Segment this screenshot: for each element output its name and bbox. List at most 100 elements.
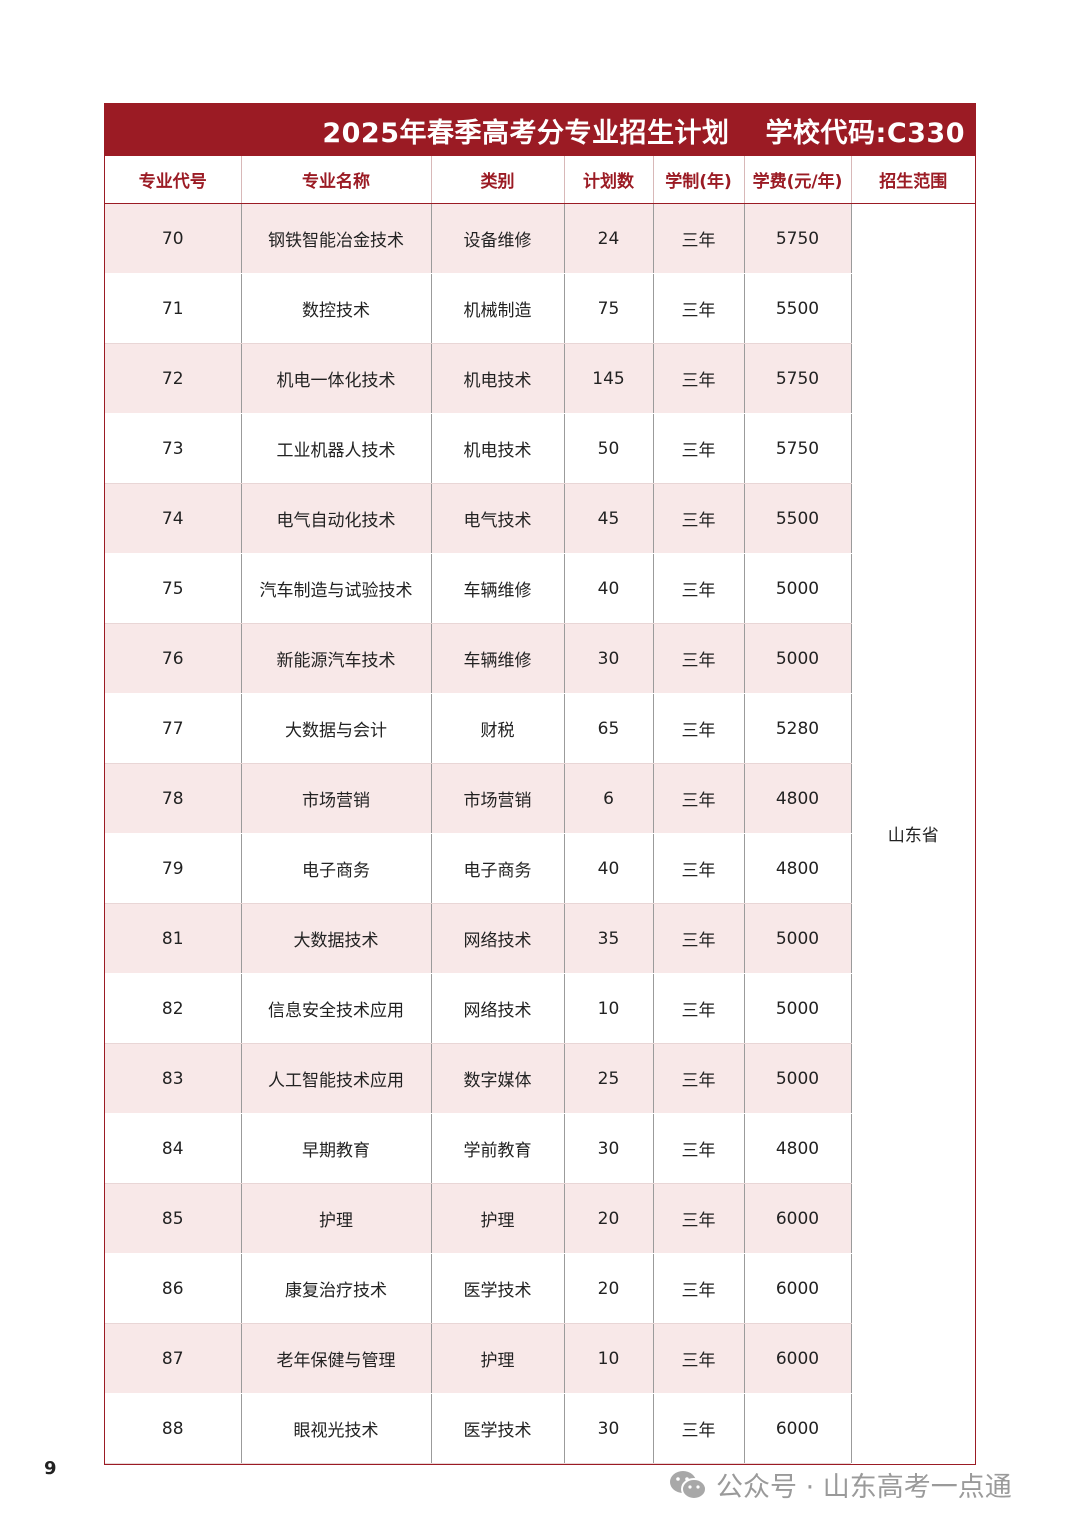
cell-category: 电气技术	[431, 483, 565, 554]
cell-category: 学前教育	[431, 1113, 565, 1184]
cell-code: 70	[105, 203, 242, 274]
cell-code: 77	[105, 693, 242, 764]
cell-name: 大数据技术	[241, 903, 432, 974]
cell-name: 护理	[241, 1183, 432, 1254]
header-row: 专业代号 专业名称 类别 计划数 学制(年) 学费(元/年) 招生范围	[105, 156, 975, 204]
cell-plan: 30	[564, 1113, 654, 1184]
cell-scope: 山东省	[851, 203, 975, 1464]
cell-duration: 三年	[653, 483, 745, 554]
cell-plan: 6	[564, 763, 654, 834]
cell-name: 机电一体化技术	[241, 343, 432, 414]
cell-code: 86	[105, 1253, 242, 1324]
cell-plan: 65	[564, 693, 654, 764]
cell-tuition: 5750	[744, 343, 852, 414]
cell-name: 眼视光技术	[241, 1393, 432, 1464]
table-row: 86 康复治疗技术 医学技术 20 三年 6000	[105, 1253, 975, 1324]
cell-plan: 30	[564, 1393, 654, 1464]
cell-tuition: 5500	[744, 483, 852, 554]
cell-plan: 30	[564, 623, 654, 694]
col-header-scope: 招生范围	[851, 156, 975, 204]
cell-name: 老年保健与管理	[241, 1323, 432, 1394]
table-row: 87 老年保健与管理 护理 10 三年 6000	[105, 1323, 975, 1394]
table-row: 72 机电一体化技术 机电技术 145 三年 5750	[105, 343, 975, 414]
cell-category: 电子商务	[431, 833, 565, 904]
cell-tuition: 5000	[744, 973, 852, 1044]
cell-duration: 三年	[653, 343, 745, 414]
cell-tuition: 5750	[744, 203, 852, 274]
cell-name: 康复治疗技术	[241, 1253, 432, 1324]
cell-tuition: 6000	[744, 1323, 852, 1394]
table-row: 73 工业机器人技术 机电技术 50 三年 5750	[105, 413, 975, 484]
cell-tuition: 6000	[744, 1183, 852, 1254]
cell-category: 机电技术	[431, 413, 565, 484]
table-row: 71 数控技术 机械制造 75 三年 5500	[105, 273, 975, 344]
cell-duration: 三年	[653, 693, 745, 764]
cell-tuition: 5280	[744, 693, 852, 764]
wechat-icon	[670, 1470, 707, 1500]
cell-plan: 75	[564, 273, 654, 344]
col-header-category: 类别	[431, 156, 565, 204]
cell-category: 车辆维修	[431, 623, 565, 694]
table-row: 79 电子商务 电子商务 40 三年 4800	[105, 833, 975, 904]
cell-duration: 三年	[653, 553, 745, 624]
cell-duration: 三年	[653, 1393, 745, 1464]
cell-code: 72	[105, 343, 242, 414]
cell-code: 82	[105, 973, 242, 1044]
cell-name: 大数据与会计	[241, 693, 432, 764]
cell-category: 机械制造	[431, 273, 565, 344]
cell-name: 电气自动化技术	[241, 483, 432, 554]
enrollment-plan-table: 2025年春季高考分专业招生计划 学校代码:C330 专业代号 专业名称 类别 …	[104, 103, 976, 1465]
table-row: 84 早期教育 学前教育 30 三年 4800	[105, 1113, 975, 1184]
cell-plan: 20	[564, 1253, 654, 1324]
table-row: 82 信息安全技术应用 网络技术 10 三年 5000	[105, 973, 975, 1044]
page-number: 9	[44, 1458, 57, 1479]
col-header-tuition: 学费(元/年)	[744, 156, 852, 204]
cell-code: 85	[105, 1183, 242, 1254]
cell-plan: 25	[564, 1043, 654, 1114]
cell-plan: 45	[564, 483, 654, 554]
cell-duration: 三年	[653, 1323, 745, 1394]
col-header-plan: 计划数	[564, 156, 654, 204]
cell-plan: 40	[564, 833, 654, 904]
cell-code: 71	[105, 273, 242, 344]
cell-name: 新能源汽车技术	[241, 623, 432, 694]
cell-duration: 三年	[653, 833, 745, 904]
cell-name: 钢铁智能冶金技术	[241, 203, 432, 274]
cell-category: 护理	[431, 1323, 565, 1394]
table-row: 70 钢铁智能冶金技术 设备维修 24 三年 5750 山东省	[105, 203, 975, 1464]
cell-tuition: 5000	[744, 623, 852, 694]
cell-tuition: 4800	[744, 763, 852, 834]
table-row: 75 汽车制造与试验技术 车辆维修 40 三年 5000	[105, 553, 975, 624]
table-row: 74 电气自动化技术 电气技术 45 三年 5500	[105, 483, 975, 554]
cell-category: 网络技术	[431, 903, 565, 974]
cell-category: 网络技术	[431, 973, 565, 1044]
col-header-duration: 学制(年)	[653, 156, 745, 204]
col-header-code: 专业代号	[105, 156, 242, 204]
cell-name: 数控技术	[241, 273, 432, 344]
cell-code: 81	[105, 903, 242, 974]
cell-category: 机电技术	[431, 343, 565, 414]
cell-plan: 20	[564, 1183, 654, 1254]
cell-duration: 三年	[653, 763, 745, 834]
cell-plan: 40	[564, 553, 654, 624]
cell-duration: 三年	[653, 903, 745, 974]
cell-code: 76	[105, 623, 242, 694]
school-code: 学校代码:C330	[765, 117, 965, 149]
cell-plan: 10	[564, 973, 654, 1044]
cell-duration: 三年	[653, 1253, 745, 1324]
cell-tuition: 4800	[744, 1113, 852, 1184]
table-row: 83 人工智能技术应用 数字媒体 25 三年 5000	[105, 1043, 975, 1114]
cell-category: 数字媒体	[431, 1043, 565, 1114]
cell-code: 88	[105, 1393, 242, 1464]
cell-name: 电子商务	[241, 833, 432, 904]
table-row: 77 大数据与会计 财税 65 三年 5280	[105, 693, 975, 764]
cell-duration: 三年	[653, 413, 745, 484]
table-row: 85 护理 护理 20 三年 6000	[105, 1183, 975, 1254]
cell-duration: 三年	[653, 623, 745, 694]
cell-tuition: 4800	[744, 833, 852, 904]
cell-tuition: 5000	[744, 903, 852, 974]
cell-tuition: 5000	[744, 1043, 852, 1114]
cell-category: 护理	[431, 1183, 565, 1254]
cell-code: 78	[105, 763, 242, 834]
cell-plan: 50	[564, 413, 654, 484]
